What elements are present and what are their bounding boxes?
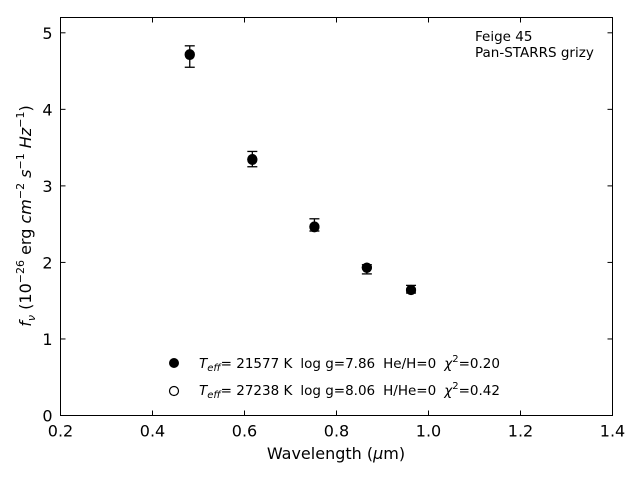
data-point-filled [361, 262, 372, 273]
y-tick-label: 1 [42, 330, 52, 349]
y-tick-label: 5 [42, 24, 52, 43]
data-point-filled [247, 154, 258, 165]
y-tick-label: 4 [42, 100, 52, 119]
legend-marker-open [168, 385, 180, 397]
annotation-star-name: Feige 45 [475, 29, 532, 45]
x-tick-label: 0.8 [324, 422, 349, 441]
data-points [184, 49, 417, 296]
y-tick-label: 2 [42, 253, 52, 272]
x-tick-label: 0.2 [48, 422, 73, 441]
data-point-filled [309, 222, 320, 233]
x-tick-label: 1.0 [416, 422, 441, 441]
data-point-filled [405, 284, 417, 296]
x-axis-label: Wavelength (μm) [267, 444, 405, 463]
y-tick-label: 0 [42, 407, 52, 426]
annotation-survey: Pan-STARRS grizy [475, 45, 594, 61]
x-tick-label: 0.4 [140, 422, 165, 441]
data-point-filled [184, 49, 195, 60]
y-tick-label: 3 [42, 177, 52, 196]
plot-frame [60, 17, 613, 416]
legend-marker-filled [169, 358, 179, 368]
y-axis-label: fν (10−26 erg cm−2 s−1 Hz−1) [14, 105, 38, 326]
x-tick-label: 1.4 [600, 422, 625, 441]
x-tick-label: 1.2 [508, 422, 533, 441]
x-tick-label: 0.6 [232, 422, 257, 441]
